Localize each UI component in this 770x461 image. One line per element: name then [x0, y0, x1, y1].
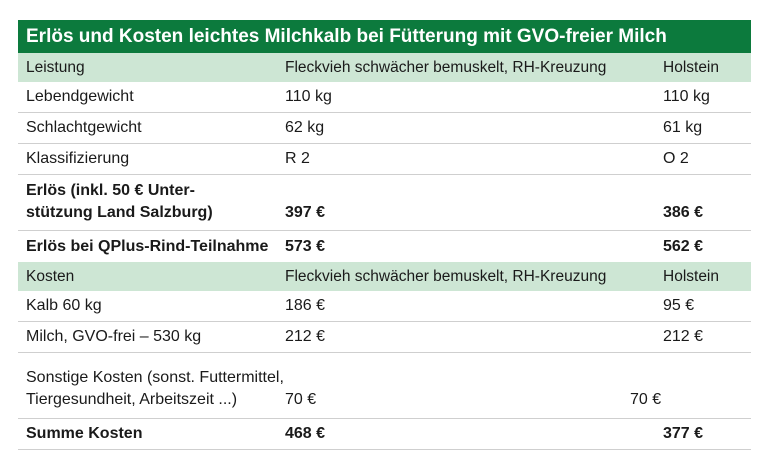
row-value-holstein: 212 € [663, 328, 704, 345]
erloes-value-fleckvieh: 397 € [285, 204, 326, 221]
row-label: Klassifizierung [26, 150, 130, 167]
sonstige-label: Sonstige Kosten (sonst. Futtermittel, Ti… [18, 367, 318, 411]
summe-value-fleckvieh: 468 € [285, 425, 326, 442]
erloes-label: Erlös (inkl. 50 € Unter- stützung Land S… [18, 180, 285, 224]
row-value-holstein: 61 kg [663, 119, 703, 136]
row-label: Lebendgewicht [26, 88, 134, 105]
sonstige-value-fleckvieh: 70 € [285, 391, 317, 408]
row-value-holstein: 95 € [663, 297, 695, 314]
sonstige-label-line2: Tiergesundheit, Arbeitszeit ...) [26, 391, 238, 408]
row-value-fleckvieh: 212 € [285, 328, 326, 345]
erloes-qplus-row: Erlös bei QPlus-Rind-Teilnahme 573 € 562… [18, 231, 751, 262]
row-label: Milch, GVO-frei – 530 kg [26, 328, 202, 345]
cost-table: Erlös und Kosten leichtes Milchkalb bei … [18, 20, 751, 450]
row-value-fleckvieh: 186 € [285, 297, 326, 314]
table-row: Klassifizierung R 2 O 2 [18, 144, 751, 175]
sonstige-label-line1: Sonstige Kosten (sonst. Futtermittel, [26, 369, 284, 386]
sonstige-row: Sonstige Kosten (sonst. Futtermittel, Ti… [18, 353, 751, 419]
erloes-label-line1: Erlös (inkl. 50 € Unter- [26, 182, 195, 199]
row-label: Kalb 60 kg [26, 297, 102, 314]
table-row: Milch, GVO-frei – 530 kg 212 € 212 € [18, 322, 751, 353]
erloes-qplus-label: Erlös bei QPlus-Rind-Teilnahme [26, 237, 269, 255]
row-value-fleckvieh: 110 kg [285, 88, 332, 105]
leistung-header-row: Leistung Fleckvieh schwächer bemuskelt, … [18, 53, 751, 82]
row-value-fleckvieh: 62 kg [285, 119, 325, 136]
summe-row: Summe Kosten 468 € 377 € [18, 419, 751, 450]
table-row: Kalb 60 kg 186 € 95 € [18, 291, 751, 322]
leistung-header-col2: Holstein [663, 58, 719, 76]
leistung-header-label: Leistung [26, 58, 85, 76]
kosten-header-col1: Fleckvieh schwächer bemuskelt, RH-Kreuzu… [285, 267, 607, 285]
row-value-holstein: 110 kg [663, 88, 710, 105]
kosten-header-label: Kosten [26, 267, 75, 285]
sonstige-value-holstein: 70 € [630, 391, 662, 408]
erloes-qplus-value-fleckvieh: 573 € [285, 237, 326, 255]
summe-value-holstein: 377 € [663, 425, 704, 442]
table-title: Erlös und Kosten leichtes Milchkalb bei … [18, 20, 751, 53]
kosten-header-col2: Holstein [663, 267, 719, 285]
erloes-value-holstein: 386 € [663, 204, 704, 221]
erloes-label-line2: stützung Land Salzburg) [26, 204, 213, 221]
row-label: Schlachtgewicht [26, 119, 142, 136]
row-value-holstein: O 2 [663, 150, 689, 167]
table-row: Lebendgewicht 110 kg 110 kg [18, 82, 751, 113]
kosten-header-row: Kosten Fleckvieh schwächer bemuskelt, RH… [18, 262, 751, 291]
erloes-qplus-value-holstein: 562 € [663, 237, 704, 255]
row-value-fleckvieh: R 2 [285, 150, 310, 167]
leistung-header-col1: Fleckvieh schwächer bemuskelt, RH-Kreuzu… [285, 58, 607, 76]
summe-label: Summe Kosten [26, 425, 143, 442]
erloes-row: Erlös (inkl. 50 € Unter- stützung Land S… [18, 175, 751, 231]
table-row: Schlachtgewicht 62 kg 61 kg [18, 113, 751, 144]
